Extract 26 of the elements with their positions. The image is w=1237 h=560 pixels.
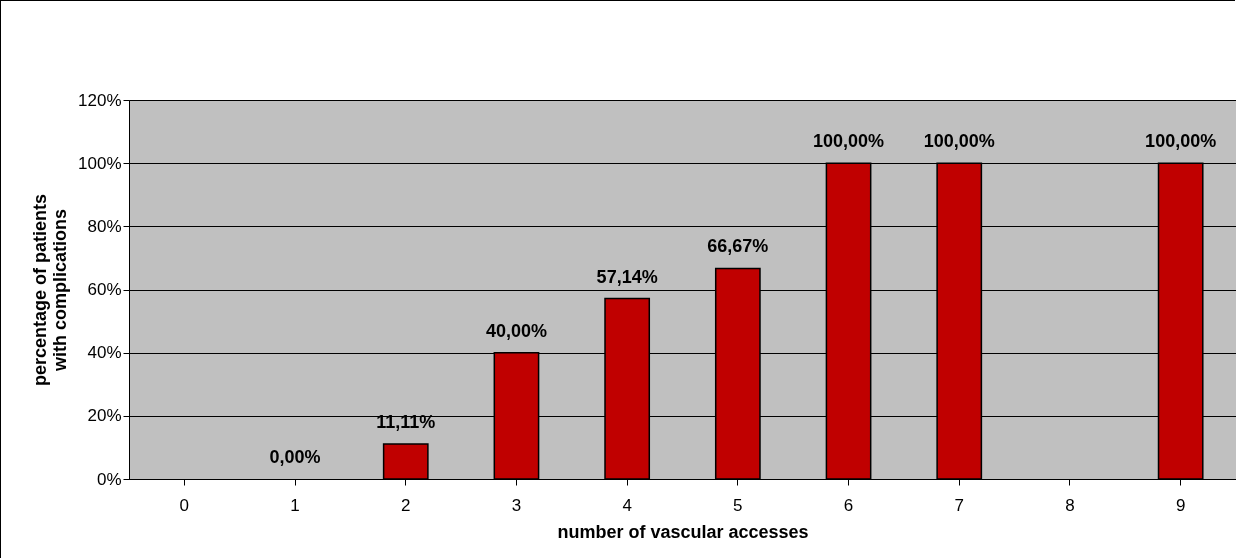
- y-tick-label: 0%: [96, 469, 122, 489]
- y-tick-label: 120%: [78, 90, 122, 110]
- data-label: 100,00%: [1145, 131, 1217, 152]
- data-label: 100,00%: [923, 131, 995, 152]
- x-axis-title: number of vascular accesses: [557, 521, 809, 542]
- data-label: 100,00%: [813, 131, 885, 152]
- y-axis-title: percentage of patients with complications: [30, 193, 71, 387]
- data-label: 57,14%: [596, 266, 658, 287]
- data-label: 0,00%: [269, 447, 321, 467]
- x-tick-label: 1: [290, 495, 300, 515]
- data-label: 66,67%: [707, 236, 769, 257]
- x-tick-label: 9: [1175, 495, 1186, 515]
- x-tick-label: 6: [843, 495, 854, 515]
- y-tick-label: 20%: [87, 406, 122, 426]
- x-tick-label: 3: [511, 495, 522, 515]
- x-tick-label: 4: [622, 495, 632, 515]
- x-tick-label: 0: [179, 495, 190, 515]
- x-tick-label: 2: [401, 495, 411, 515]
- y-tick-label: 100%: [78, 153, 122, 173]
- x-tick-label: 5: [733, 495, 743, 515]
- x-tick-label: 8: [1065, 495, 1075, 515]
- y-tick-label: 80%: [87, 216, 122, 236]
- data-label: 40,00%: [485, 320, 547, 341]
- x-tick-label: 7: [954, 495, 964, 515]
- y-tick-label: 40%: [87, 343, 122, 363]
- y-tick-label: 60%: [87, 280, 122, 299]
